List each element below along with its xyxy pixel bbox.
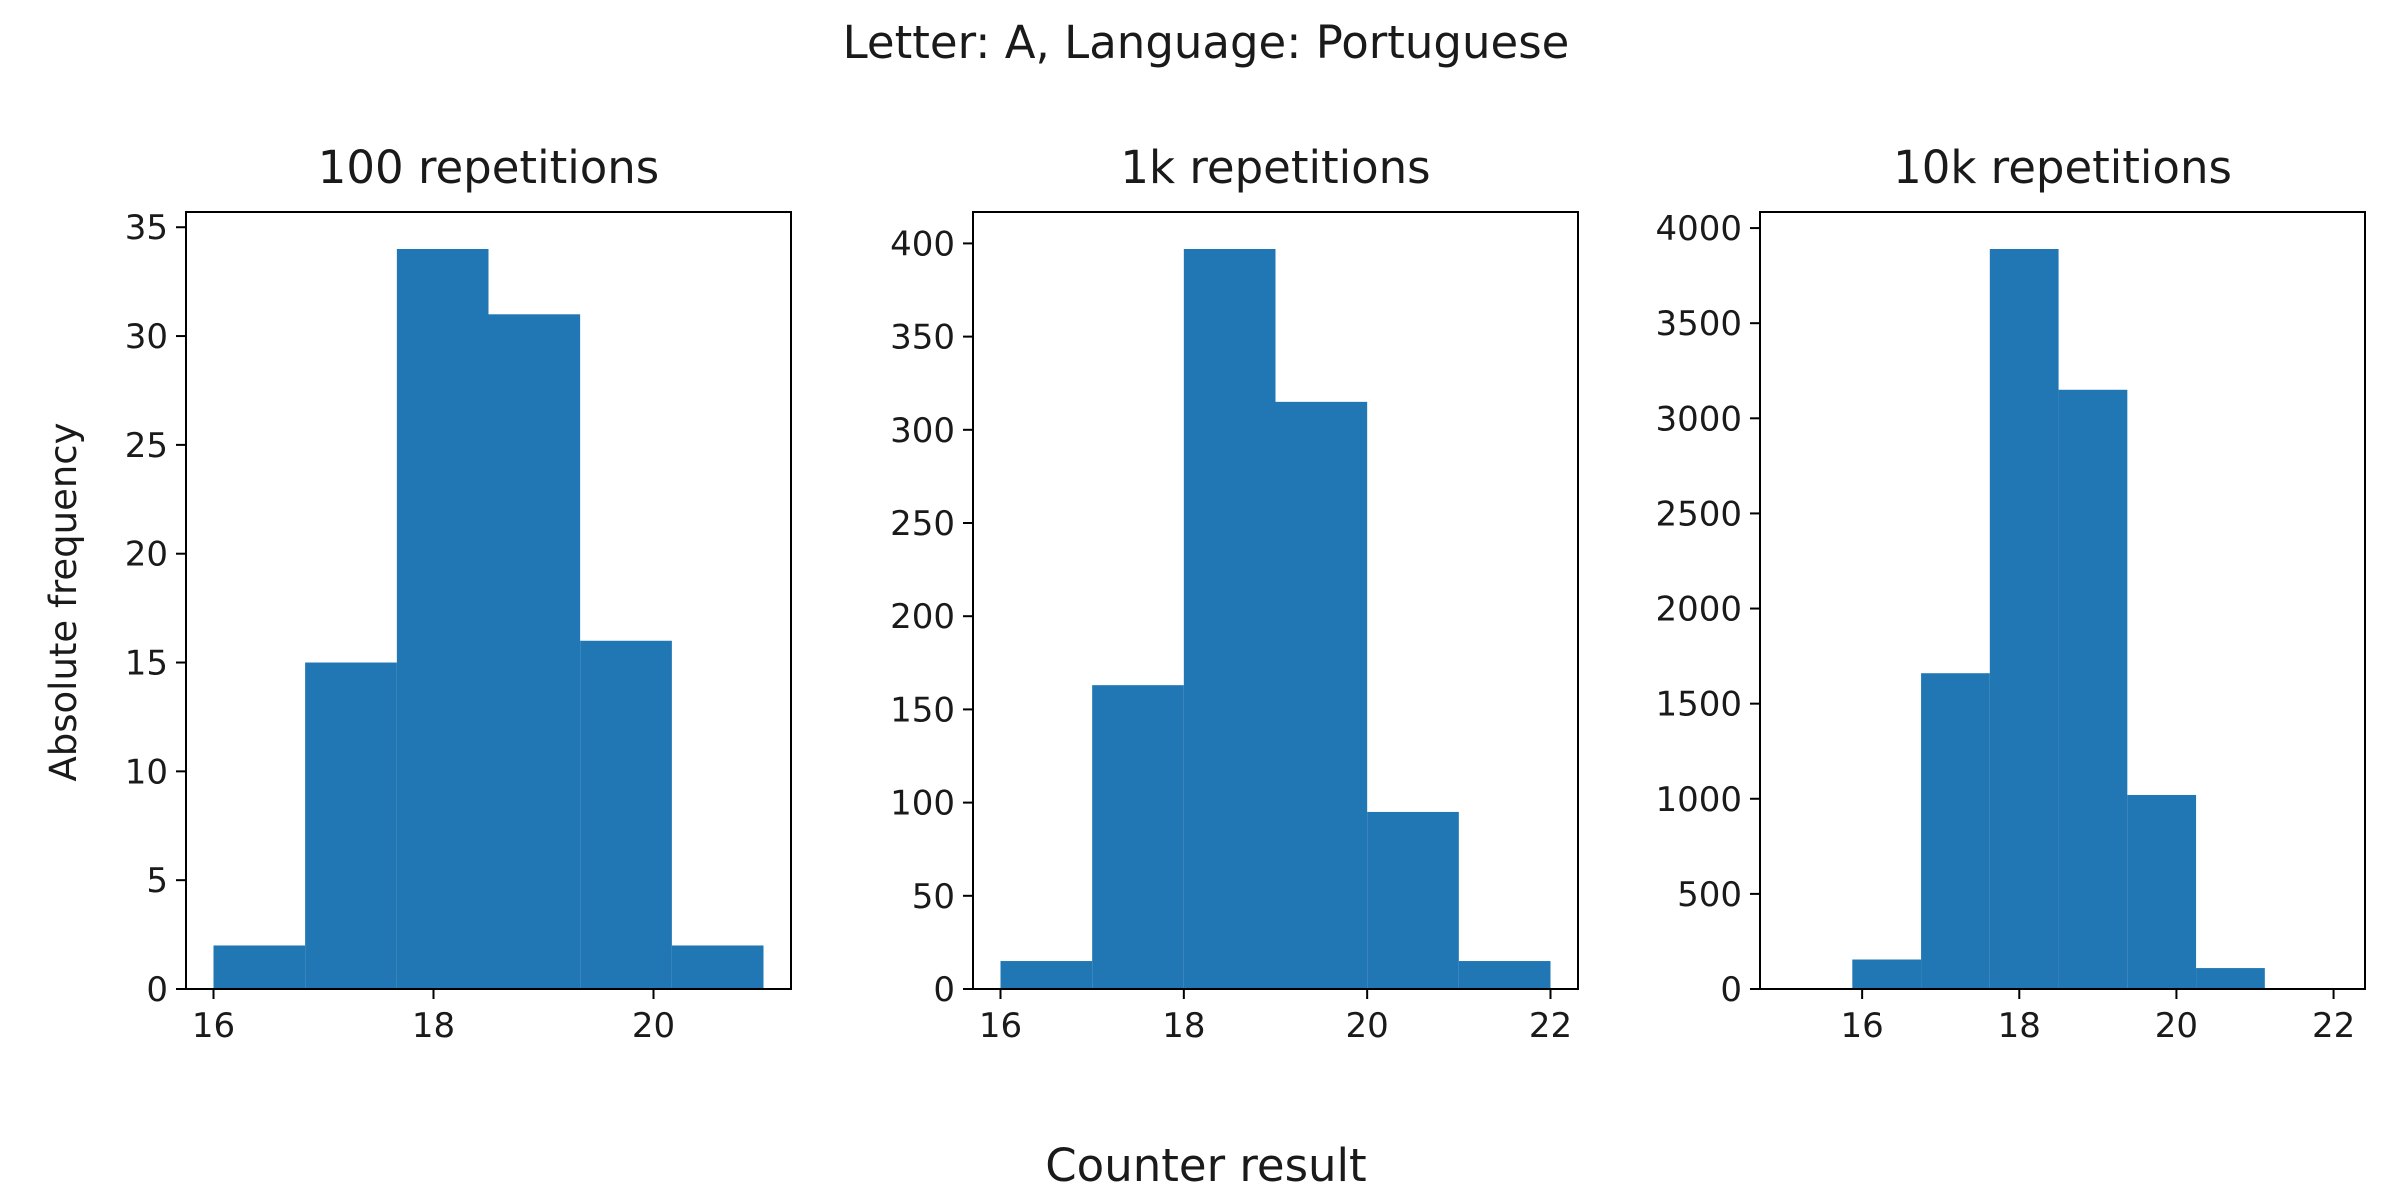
x-tick-label: 22 [2312, 1006, 2355, 1046]
x-tick-label: 16 [979, 1006, 1022, 1046]
histogram-bar [1458, 961, 1551, 989]
y-tick-label: 0 [933, 970, 955, 1010]
y-tick-label: 150 [890, 690, 955, 730]
histogram-bar [488, 314, 581, 989]
histogram-bar [1367, 811, 1459, 989]
y-tick-label: 10 [125, 752, 168, 792]
x-tick-label: 20 [2155, 1006, 2198, 1046]
histogram-bar [1183, 249, 1276, 989]
y-tick-label: 30 [125, 317, 168, 357]
histogram-bar [396, 249, 489, 989]
y-tick-label: 100 [890, 784, 955, 824]
y-tick-label: 20 [125, 535, 168, 575]
x-tick-label: 22 [1529, 1006, 1572, 1046]
histogram-bar [1275, 401, 1368, 990]
x-tick-label: 16 [192, 1006, 235, 1046]
histogram-bar [1092, 685, 1184, 989]
y-tick-label: 4000 [1655, 209, 1742, 249]
histogram-bar [1989, 249, 2059, 989]
histogram-bar [580, 640, 672, 989]
y-tick-label: 300 [890, 411, 955, 451]
y-tick-label: 1500 [1655, 685, 1742, 725]
y-tick-label: 200 [890, 597, 955, 637]
y-tick-label: 3000 [1655, 399, 1742, 439]
y-tick-label: 400 [890, 224, 955, 264]
subplot-title: 10k repetitions [1893, 141, 2232, 194]
subplot-100-repetitions: 0 5 10 15 20 25 30 35 16 18 20 100 repetitions [125, 141, 792, 1046]
x-tick-label: 18 [1162, 1006, 1205, 1046]
subplot-1k-repetitions: 0 50 100 150 200 250 300 350 400 16 18 20 22 1k repet… [890, 141, 1579, 1046]
histogram-bar [1000, 961, 1093, 989]
y-tick-label: 15 [125, 644, 168, 684]
histogram-bar [2127, 794, 2197, 989]
axes-frame [1759, 211, 2366, 990]
x-tick-label: 16 [1841, 1006, 1884, 1046]
y-tick-label: 2500 [1655, 494, 1742, 534]
x-tick-label: 18 [1998, 1006, 2041, 1046]
subplot-10k-repetitions: 0 500 1000 1500 2000 2500 3000 3500 4000 16 18 20 22… [1655, 141, 2366, 1046]
x-axis-label: Counter result [1045, 1139, 1366, 1192]
x-tick-label: 20 [1346, 1006, 1389, 1046]
histogram-bar [213, 945, 306, 989]
y-tick-label: 350 [890, 318, 955, 358]
subplot-title: 1k repetitions [1120, 141, 1430, 194]
subplot-title: 100 repetitions [318, 141, 659, 194]
y-tick-label: 250 [890, 504, 955, 544]
y-axis-label: Absolute frequency [42, 422, 85, 781]
x-tick-label: 20 [632, 1006, 675, 1046]
y-tick-label: 35 [125, 208, 168, 248]
histogram-bar [305, 662, 397, 989]
y-tick-label: 0 [146, 970, 168, 1010]
histogram-bar [2196, 968, 2265, 989]
axes-frame [972, 211, 1579, 990]
histogram-bar [1921, 673, 1990, 989]
y-tick-label: 1000 [1655, 780, 1742, 820]
y-tick-label: 0 [1720, 970, 1742, 1010]
y-tick-label: 3500 [1655, 304, 1742, 344]
axes-frame [185, 211, 792, 990]
y-tick-label: 50 [912, 877, 955, 917]
y-tick-label: 5 [146, 861, 168, 901]
y-tick-label: 2000 [1655, 590, 1742, 630]
x-tick-label: 18 [412, 1006, 455, 1046]
histogram-bar [2058, 389, 2128, 989]
figure-title: Letter: A, Language: Portuguese [843, 16, 1570, 69]
y-tick-label: 25 [125, 426, 168, 466]
histogram-bar [1852, 959, 1922, 989]
histogram-bar [671, 945, 764, 989]
y-tick-label: 500 [1677, 875, 1742, 915]
